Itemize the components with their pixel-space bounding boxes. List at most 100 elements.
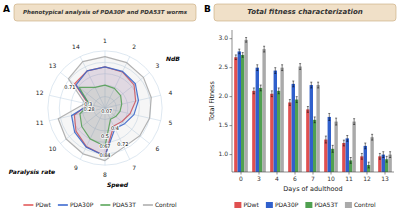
spoke-label: 1 <box>103 37 107 44</box>
legend-swatch <box>234 202 241 208</box>
spoke-label: 7 <box>132 164 136 171</box>
error-bar <box>353 119 355 125</box>
legend-label: PDA30P <box>275 201 299 208</box>
y-tick-label: 2.5 <box>218 63 228 70</box>
error-bar <box>256 65 258 71</box>
legend-label: PDA53T <box>314 201 338 208</box>
radar-line <box>58 57 151 161</box>
bar <box>277 91 280 172</box>
legend-swatch <box>23 204 33 206</box>
bar <box>295 100 298 172</box>
bar <box>234 57 237 172</box>
bar <box>328 117 331 172</box>
bar <box>262 49 265 172</box>
error-bar <box>368 162 370 168</box>
bar <box>310 85 313 172</box>
bar <box>252 91 255 172</box>
legend-swatch <box>345 202 352 208</box>
bar <box>238 51 241 172</box>
legend-label: PDwt <box>35 201 51 208</box>
spoke-label: 3 <box>155 62 159 69</box>
x-tick-label: 3 <box>257 175 261 182</box>
bar <box>270 94 273 172</box>
error-bar <box>317 82 319 88</box>
spoke-label: 9 <box>74 164 78 171</box>
error-bar <box>278 88 280 94</box>
value-annotation: 0.4 <box>111 125 119 131</box>
error-bar <box>289 100 291 106</box>
error-bar <box>238 49 240 54</box>
error-bar <box>260 85 262 91</box>
spoke-label: 14 <box>72 43 80 50</box>
x-axis-label: Days of adulthood <box>283 185 342 193</box>
spoke-label: 11 <box>36 119 44 126</box>
y-tick <box>230 67 233 68</box>
legend: PDwtPDA30PPDA53TControl <box>23 201 177 208</box>
error-bar <box>350 158 352 164</box>
y-axis <box>232 30 233 172</box>
bar <box>241 55 244 172</box>
y-tick <box>230 154 233 155</box>
x-tick-label: 7 <box>311 175 315 182</box>
title: Total fitness characterization <box>247 8 362 16</box>
error-bar <box>245 38 247 43</box>
bar <box>342 143 345 172</box>
bar <box>288 102 291 172</box>
x-tick-label: 10 <box>327 175 335 182</box>
spoke-label: 12 <box>36 89 44 96</box>
value-annotation: 0.72 <box>117 141 128 147</box>
grid <box>48 51 162 165</box>
bar <box>280 68 283 172</box>
x-tick-label: 4 <box>275 175 279 182</box>
spoke-label: 13 <box>49 62 57 69</box>
y-tick-label: 2.0 <box>218 92 228 99</box>
spoke-label: 8 <box>103 171 107 178</box>
x-tick-label: 11 <box>345 175 353 182</box>
error-bar <box>263 46 265 52</box>
error-bar <box>296 97 298 103</box>
error-bar <box>299 64 301 70</box>
error-bar <box>361 153 363 159</box>
spoke-label: 5 <box>168 119 172 126</box>
error-bar <box>328 113 330 120</box>
error-bar <box>310 82 312 88</box>
legend-swatch <box>143 204 153 206</box>
spoke-label: 2 <box>132 43 136 50</box>
region-label: NdB <box>166 55 180 62</box>
error-bar <box>271 91 273 97</box>
legend-label: PDA53T <box>112 201 136 208</box>
bar <box>292 84 295 172</box>
bar <box>334 122 337 172</box>
error-bar <box>235 55 237 60</box>
grid-circle <box>48 51 162 165</box>
error-bar <box>242 53 244 58</box>
x-tick-label: 6 <box>293 175 297 182</box>
error-bar <box>314 117 316 123</box>
error-bar <box>253 88 255 94</box>
bars <box>234 38 392 172</box>
value-annotation: 0.28 <box>83 106 94 112</box>
error-bar <box>281 65 283 71</box>
bar <box>352 122 355 172</box>
error-bar <box>332 145 334 152</box>
error-bar <box>379 153 381 159</box>
x-tick-label: 12 <box>363 175 371 182</box>
bar <box>346 138 349 172</box>
title-box <box>14 4 196 21</box>
bar <box>324 140 327 172</box>
error-bar <box>371 134 373 140</box>
series-group <box>58 57 151 161</box>
error-bar <box>389 152 391 158</box>
legend: PDwtPDA30PPDA53TControl <box>234 201 376 208</box>
error-bar <box>343 140 345 146</box>
bar <box>313 120 316 172</box>
spoke-label: 6 <box>155 145 159 152</box>
panel-label: B <box>204 4 211 14</box>
y-axis-label: Total Fitness <box>208 81 216 122</box>
title-box <box>214 4 396 21</box>
legend-swatch <box>100 204 110 206</box>
bar <box>274 71 277 172</box>
title: Phenotypical analysis of PDA30P and PDA5… <box>23 9 188 16</box>
legend-label: PDA30P <box>70 201 94 208</box>
value-annotation: 0.5 <box>101 133 109 139</box>
